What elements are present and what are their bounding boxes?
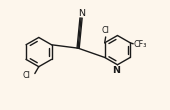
Text: Cl: Cl [22,71,30,80]
Text: N: N [79,9,86,18]
Text: Cl: Cl [102,26,110,35]
Text: CF₃: CF₃ [133,40,147,49]
Text: N: N [113,66,121,75]
